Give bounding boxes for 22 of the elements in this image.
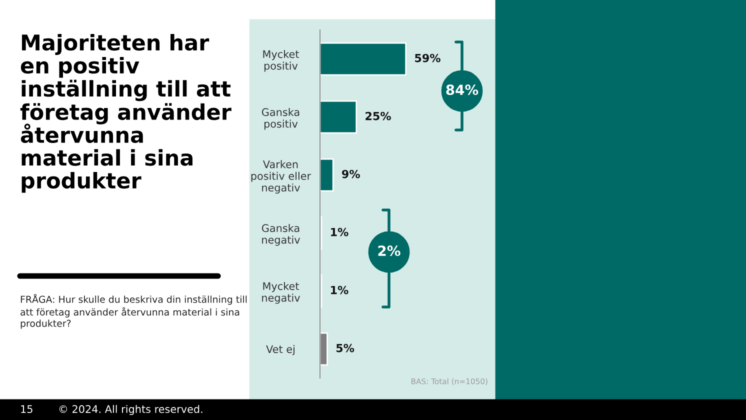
y-tick-label: Mycket negativ [262,282,300,304]
data-label: 1% [331,286,348,294]
text: 15 [21,405,32,414]
y-tick-label: Ganska negativ [262,224,300,246]
data-label: 59% [415,54,440,62]
y-tick-label: Vet ej [266,345,294,356]
y-tick-label: Ganska positiv [262,108,300,130]
bar [320,100,358,134]
data-label: 25% [366,112,391,120]
bar [320,158,334,192]
annotation: 2% [378,246,400,256]
y-tick-label: Varken positiv eller negativ [251,160,312,194]
bar [320,42,407,76]
data-label: 5% [336,344,354,352]
text: Majoriteten har en positiv inställning till att företag använder återvunna material i sina produkter [20,34,232,193]
data-label: 1% [331,228,348,236]
data-label: 9% [342,170,360,178]
text: © 2024. All rights reserved. [59,404,202,416]
y-tick-label: Mycket positiv [263,50,299,72]
text: FRÅGA: Hur skulle du beskriva din inställning till att företag använder återvunna material i sina produkter? [20,294,247,329]
bar [320,332,328,366]
text: 84% [446,84,478,96]
